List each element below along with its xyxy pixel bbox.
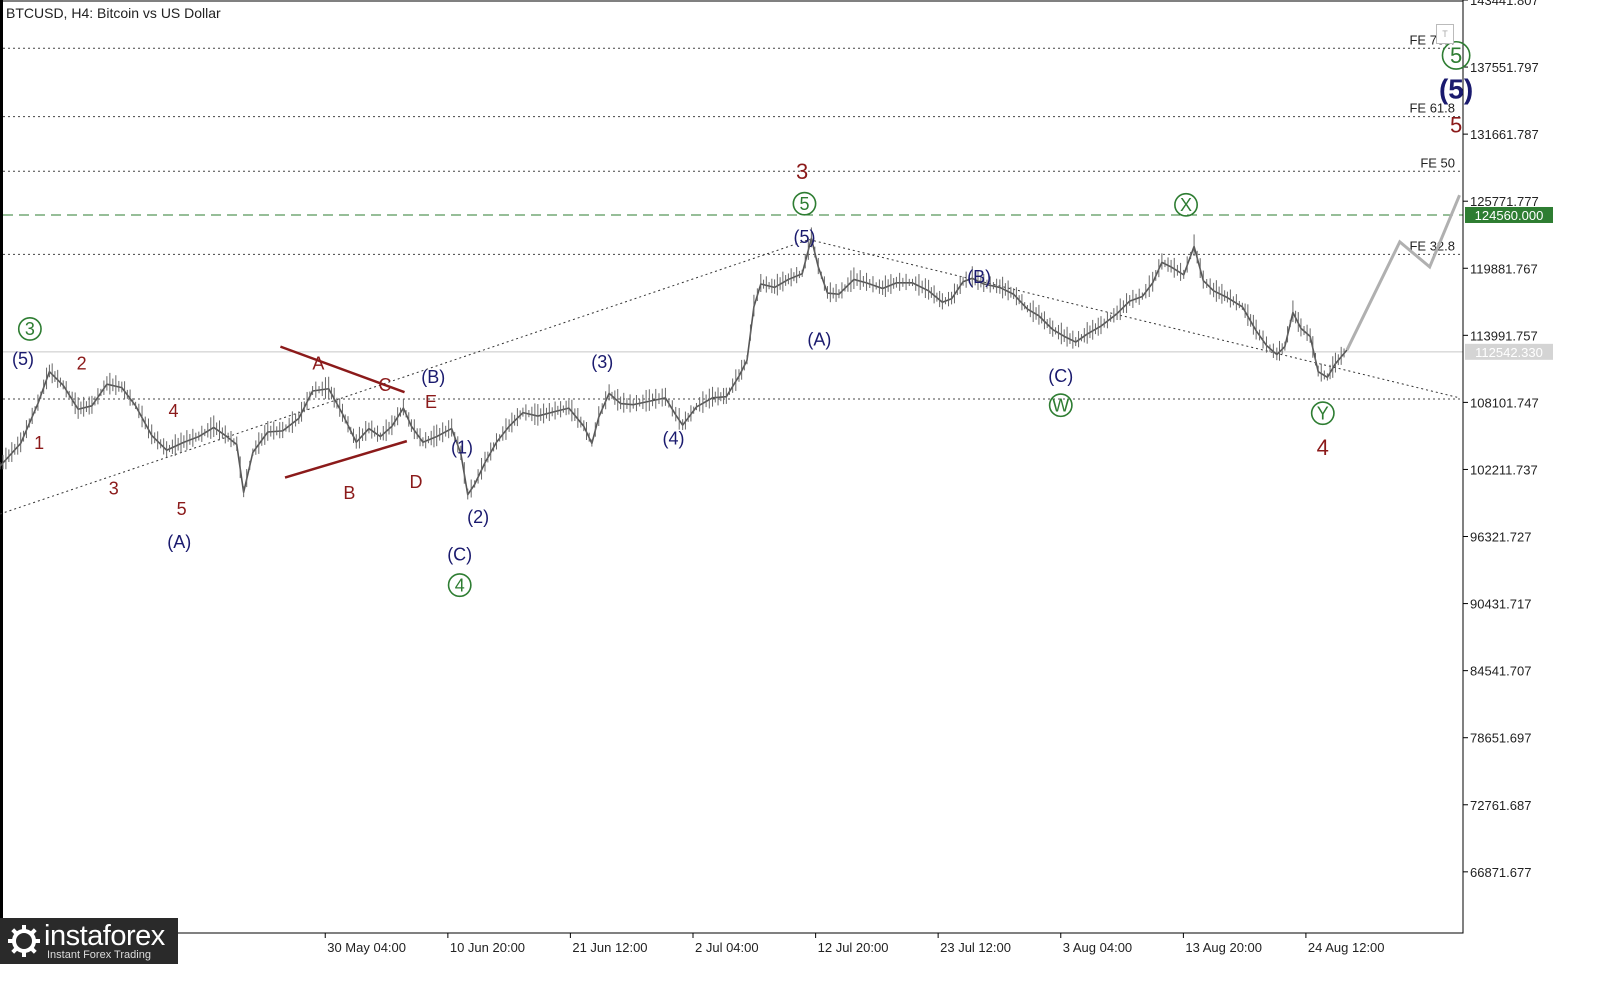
wave-label: W	[1052, 396, 1069, 416]
x-tick-label: 2 Jul 04:00	[695, 940, 759, 955]
wave-label-circle	[447, 573, 472, 598]
trendline	[284, 439, 408, 479]
chart-title: BTCUSD, H4: Bitcoin vs US Dollar	[6, 5, 221, 21]
x-tick-label: 21 Jun 12:00	[572, 940, 647, 955]
logo-tagline: Instant Forex Trading	[47, 949, 151, 961]
wave-label: (5)	[1439, 73, 1473, 104]
wave-label: (C)	[1048, 366, 1073, 386]
y-tick-label: 72761.687	[1470, 798, 1531, 813]
y-tick-label: 84541.707	[1470, 664, 1531, 679]
wave-label: 5	[799, 194, 809, 214]
wave-label: Y	[1317, 403, 1329, 423]
price-series-line	[0, 237, 1348, 496]
trendline	[808, 239, 1460, 399]
y-tick-label: 90431.717	[1470, 597, 1531, 612]
x-tick-label: 24 Aug 12:00	[1308, 940, 1385, 955]
trendline	[0, 239, 810, 515]
wave-label: X	[1180, 195, 1192, 215]
wave-label: 5	[177, 499, 187, 519]
wave-label: (5)	[793, 227, 815, 247]
wave-label: (B)	[421, 367, 445, 387]
y-tick-label: 137551.797	[1470, 60, 1539, 75]
level-label: FE 32.8	[1409, 238, 1455, 253]
x-tick-label: 3 Aug 04:00	[1063, 940, 1132, 955]
wave-label: (1)	[451, 438, 473, 458]
level-label: FE 61.8	[1409, 101, 1455, 116]
trade-toggle-button[interactable]: T	[1436, 24, 1454, 44]
price-tag-label: 112542.330	[1475, 345, 1543, 360]
wave-label: 3	[25, 319, 35, 339]
wave-label-circle	[1310, 401, 1335, 426]
y-tick-label: 143441.807	[1470, 0, 1539, 8]
trendline	[279, 345, 405, 394]
y-tick-label: 113991.757	[1470, 328, 1538, 343]
forecast-path	[1345, 194, 1461, 351]
y-tick-label: 78651.697	[1470, 731, 1531, 746]
wave-label: 3	[796, 159, 808, 184]
wave-label: A	[312, 353, 324, 373]
wave-label: 5	[1450, 43, 1462, 68]
instaforex-logo: instaforex Instant Forex Trading	[0, 918, 178, 964]
y-tick-label: 125771.777	[1470, 194, 1539, 209]
wave-label: 5	[1450, 113, 1462, 138]
wave-label: D	[410, 472, 423, 492]
wave-label: (4)	[662, 429, 684, 449]
wave-label: 3	[109, 479, 119, 499]
wave-label-circle	[1441, 40, 1471, 70]
wave-label-circle	[17, 316, 42, 341]
wave-label: (2)	[467, 507, 489, 527]
wave-label-circle	[1174, 192, 1198, 217]
wave-label: E	[425, 392, 437, 412]
left-border	[0, 0, 3, 933]
wave-label: 1	[34, 433, 44, 453]
wave-label: (3)	[591, 352, 613, 372]
y-tick-label: 108101.747	[1470, 395, 1539, 410]
wave-label: C	[379, 375, 392, 395]
wave-label-circle	[1048, 393, 1073, 418]
wave-label: B	[343, 483, 355, 503]
y-tick-label: 66871.677	[1470, 865, 1531, 880]
wave-label: 4	[1317, 435, 1329, 460]
price-tag	[1465, 343, 1553, 360]
wave-label: (A)	[807, 329, 831, 349]
x-tick-label: 10 Jun 20:00	[450, 940, 525, 955]
wave-label: (B)	[967, 267, 991, 287]
y-tick-label: 96321.727	[1470, 530, 1531, 545]
wave-label-circle	[792, 191, 817, 216]
wave-label: (5)	[12, 349, 34, 369]
wave-label: 4	[169, 401, 179, 421]
x-tick-label: 30 May 04:00	[327, 940, 406, 955]
instaforex-gear-icon	[8, 925, 40, 957]
y-tick-label: 102211.737	[1470, 462, 1538, 477]
x-tick-label: 13 Aug 20:00	[1185, 940, 1262, 955]
price-tag-label: 124560.000	[1475, 208, 1544, 223]
plot-frame	[1, 0, 1464, 934]
logo-name: instaforex	[44, 920, 165, 952]
level-label: FE 50	[1420, 155, 1455, 170]
wave-label: (C)	[447, 545, 472, 565]
x-tick-label: 12 Jul 20:00	[818, 940, 889, 955]
wave-label: 4	[455, 575, 465, 595]
wave-label: 2	[77, 353, 87, 373]
wave-label: (A)	[167, 532, 191, 552]
price-tag	[1465, 206, 1553, 223]
y-tick-label: 119881.767	[1470, 261, 1538, 276]
y-tick-label: 131661.787	[1470, 127, 1539, 142]
x-tick-label: 23 Jul 12:00	[940, 940, 1011, 955]
